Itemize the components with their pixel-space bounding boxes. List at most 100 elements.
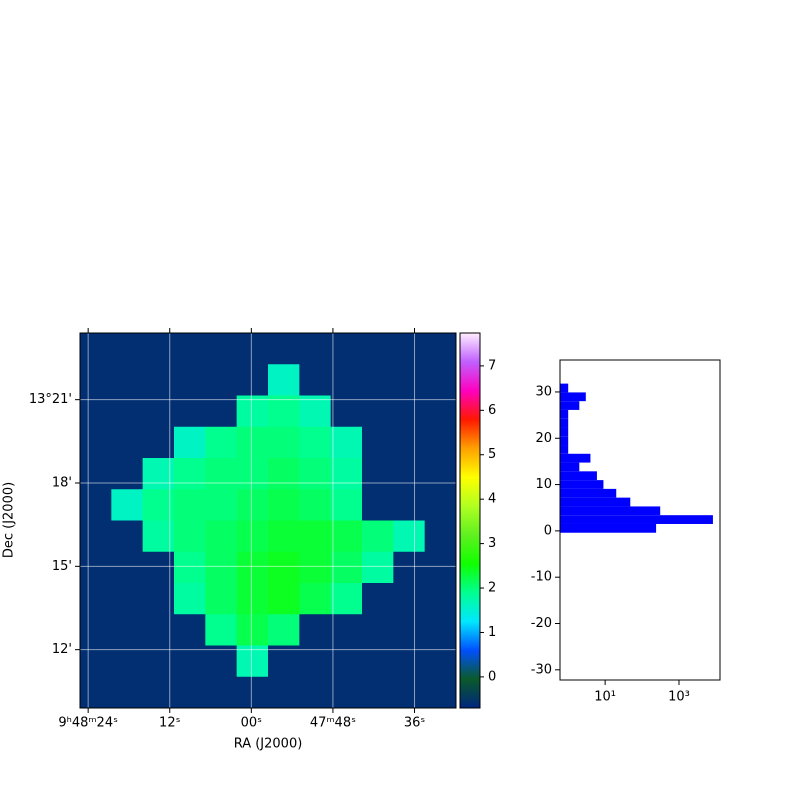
x-tick-label: 47ᵐ48ˢ	[310, 716, 356, 731]
image-cell	[330, 645, 363, 678]
image-cell	[330, 551, 363, 584]
image-cell	[236, 458, 269, 490]
image-cell	[142, 364, 175, 396]
image-cell	[236, 520, 269, 553]
image-cell	[330, 520, 363, 553]
x-tick-label: 9ʰ48ᵐ24ˢ	[58, 716, 118, 731]
image-cell	[362, 458, 394, 490]
image-cell	[424, 520, 457, 553]
image-cell	[111, 614, 144, 646]
image-cell	[393, 520, 426, 553]
y-tick-label: 10	[535, 477, 552, 492]
hist-bar	[560, 409, 569, 419]
image-cell	[236, 426, 269, 459]
y-tick-label: -30	[531, 662, 552, 677]
image-cell	[424, 583, 457, 615]
image-cell	[142, 645, 175, 678]
image-cell	[80, 489, 112, 521]
y-tick-label: 20	[535, 431, 552, 446]
image-cell	[424, 489, 457, 521]
image-cell	[111, 489, 144, 521]
image-cell	[205, 551, 238, 584]
image-cell	[142, 426, 175, 459]
y-tick-label: -20	[531, 616, 552, 631]
image-cell	[424, 645, 457, 678]
hist-bar	[560, 488, 617, 498]
image-cell	[299, 676, 332, 709]
image-cell	[424, 676, 457, 709]
image-cell	[111, 520, 144, 553]
image-cell	[80, 551, 112, 584]
image-cell	[142, 676, 175, 709]
image-cell	[111, 426, 144, 459]
image-cell	[80, 520, 112, 553]
y-tick-label: 18'	[52, 476, 72, 491]
image-cell	[330, 614, 363, 646]
colorbar-tick-label: 2	[488, 581, 496, 596]
image-cell	[236, 333, 269, 365]
image-cell	[174, 426, 206, 459]
image-cell	[299, 458, 332, 490]
image-cell	[205, 426, 238, 459]
colorbar	[459, 332, 481, 709]
hist-bar	[560, 392, 586, 402]
image-cell	[174, 489, 206, 521]
image-cell	[111, 333, 144, 365]
image-cell	[142, 614, 175, 646]
image-cell	[236, 395, 269, 428]
image-cell	[205, 489, 238, 521]
x-tick-label: 10³	[668, 690, 690, 705]
image-cell	[111, 583, 144, 615]
image-cell	[111, 458, 144, 490]
image-cell	[299, 645, 332, 678]
image-cell	[362, 614, 394, 646]
x-tick-label: 00ˢ	[241, 716, 263, 731]
image-cell	[424, 333, 457, 365]
image-cell	[236, 676, 269, 709]
image-cell	[268, 489, 300, 521]
image-cell	[330, 489, 363, 521]
image-cell	[362, 551, 394, 584]
image-cell	[299, 551, 332, 584]
image-cell	[236, 364, 269, 396]
y-tick-label: 12'	[52, 642, 72, 657]
image-cell	[362, 333, 394, 365]
colorbar-tick-label: 5	[488, 447, 496, 462]
hist-bar	[560, 506, 661, 516]
image-cell	[424, 426, 457, 459]
image-cell	[80, 614, 112, 646]
image-cell	[299, 333, 332, 365]
image-cell	[362, 520, 394, 553]
hist-bar	[560, 497, 631, 507]
image-cell	[393, 333, 426, 365]
image-cell	[268, 614, 300, 646]
image-cell	[174, 333, 206, 365]
image-cell	[111, 645, 144, 678]
image-cell	[80, 395, 112, 428]
image-cell	[330, 583, 363, 615]
image-cell	[174, 583, 206, 615]
colorbar-tick-label: 4	[488, 492, 496, 507]
image-cell	[174, 395, 206, 428]
image-cell	[174, 614, 206, 646]
hist-bar	[560, 445, 569, 454]
image-cell	[205, 458, 238, 490]
image-cell	[393, 676, 426, 709]
colorbar-tick-label: 0	[488, 669, 496, 684]
hist-bar	[560, 462, 580, 472]
image-cell	[80, 458, 112, 490]
hist-bar	[560, 383, 569, 393]
image-cell	[80, 333, 112, 365]
image-cell	[205, 364, 238, 396]
image-cell	[80, 426, 112, 459]
hist-bar	[560, 480, 604, 489]
image-cell	[362, 676, 394, 709]
image-cell	[142, 583, 175, 615]
image-cell	[393, 489, 426, 521]
image-cell	[205, 583, 238, 615]
image-cell	[236, 614, 269, 646]
image-cell	[205, 645, 238, 678]
image-cell	[142, 458, 175, 490]
image-cell	[268, 645, 300, 678]
image-cell	[424, 458, 457, 490]
